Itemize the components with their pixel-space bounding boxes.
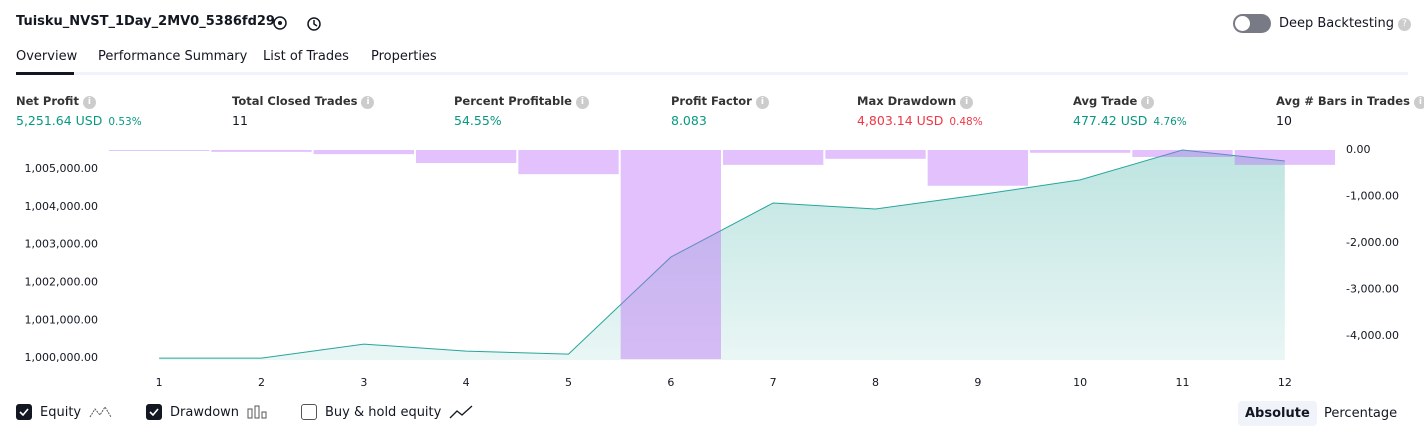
y-tick-label: 1,005,000.00 xyxy=(25,162,98,175)
y2-tick-label: -2,000.00 xyxy=(1346,236,1399,249)
metric-label-text: Net Profit xyxy=(16,94,79,108)
y-tick-label: 1,002,000.00 xyxy=(25,275,98,288)
tab[interactable]: List of Trades xyxy=(263,49,349,64)
metric-label-text: Max Drawdown xyxy=(857,94,957,108)
metric-value: 4,803.14 USD 0.48% xyxy=(857,113,983,128)
drawdown-bar xyxy=(1132,150,1233,157)
absolute-button[interactable]: Absolute xyxy=(1238,401,1317,426)
tab-divider xyxy=(16,72,1408,75)
x-tick-label: 9 xyxy=(974,376,981,389)
metric-label: Percent Profitable i xyxy=(454,94,589,109)
y-tick-label: 1,001,000.00 xyxy=(25,313,98,326)
percentage-button[interactable]: Percentage xyxy=(1324,406,1398,421)
x-tick-label: 3 xyxy=(360,376,367,389)
metric-percent: 4.76% xyxy=(1153,116,1187,128)
x-tick-label: 6 xyxy=(667,376,674,389)
deep-backtesting-label: Deep Backtesting? xyxy=(1279,16,1412,31)
tab[interactable]: Properties xyxy=(371,49,437,64)
metric-value: 8.083 xyxy=(671,113,707,128)
info-icon[interactable]: i xyxy=(960,96,974,109)
drawdown-bar xyxy=(927,150,1028,186)
metric-label: Profit Factor i xyxy=(671,94,769,109)
drawdown-bar xyxy=(416,150,517,164)
metric-label: Avg # Bars in Trades i xyxy=(1276,94,1424,109)
info-icon[interactable]: i xyxy=(755,96,769,109)
metric-value: 10 xyxy=(1276,113,1292,128)
x-tick-label: 11 xyxy=(1176,376,1190,389)
metric-percent: 0.53% xyxy=(108,116,142,128)
y-tick-label: 1,004,000.00 xyxy=(25,200,98,213)
x-tick-label: 4 xyxy=(463,376,470,389)
metric-label: Max Drawdown i xyxy=(857,94,974,109)
metric-value-text: 54.55% xyxy=(454,113,502,128)
drawdown-bar xyxy=(313,150,414,155)
info-icon[interactable]: i xyxy=(1141,96,1155,109)
info-icon[interactable]: i xyxy=(361,96,375,109)
strategy-title: Tuisku_NVST_1Day_2MV0_5386fd29 xyxy=(16,14,275,29)
tab[interactable]: Overview xyxy=(16,49,78,64)
x-tick-label: 7 xyxy=(770,376,777,389)
chart: 1,000,000.00 1,001,000.00 1,002,000.00 1,00… xyxy=(25,143,1399,389)
tab[interactable]: Performance Summary xyxy=(98,49,248,64)
metric-value-text: 477.42 USD xyxy=(1073,113,1148,128)
drawdown-bar xyxy=(825,150,926,159)
metric-label: Avg Trade i xyxy=(1073,94,1155,109)
metric-value-text: 5,251.64 USD xyxy=(16,113,103,128)
y-tick-label: 1,003,000.00 xyxy=(25,238,98,251)
equity-area xyxy=(159,150,1285,360)
x-tick-label: 5 xyxy=(565,376,572,389)
info-icon[interactable]: i xyxy=(82,96,96,109)
metric-label-text: Profit Factor xyxy=(671,94,752,108)
x-tick-label: 8 xyxy=(872,376,879,389)
info-icon[interactable]: i xyxy=(575,96,589,109)
metric-label-text: Total Closed Trades xyxy=(232,94,358,108)
y2-tick-label: -4,000.00 xyxy=(1346,329,1399,342)
metric-value-text: 11 xyxy=(232,113,248,128)
x-tick-label: 12 xyxy=(1278,376,1292,389)
metric-label-text: Avg # Bars in Trades xyxy=(1276,94,1410,108)
metric-label-text: Avg Trade xyxy=(1073,94,1138,108)
y2-tick-label: -1,000.00 xyxy=(1346,189,1399,202)
x-tick-label: 10 xyxy=(1073,376,1087,389)
drawdown-toggle[interactable]: Drawdown xyxy=(146,404,269,420)
drawdown-bar xyxy=(620,150,721,360)
metric-value-text: 8.083 xyxy=(671,113,707,128)
header-icons[interactable] xyxy=(271,14,331,34)
tab-underline xyxy=(16,72,74,75)
y2-tick-label: -3,000.00 xyxy=(1346,282,1399,295)
buy-hold-toggle[interactable]: Buy & hold equity xyxy=(301,404,473,420)
drawdown-bar xyxy=(1234,150,1335,165)
drawdown-bar xyxy=(518,150,619,175)
metric-value: 54.55% xyxy=(454,113,502,128)
metric-percent: 0.48% xyxy=(949,116,983,128)
drawdown-bar xyxy=(1030,150,1131,153)
y-tick-label: 1,000,000.00 xyxy=(25,351,98,364)
metric-value-text: 4,803.14 USD xyxy=(857,113,944,128)
equity-line xyxy=(159,149,1285,359)
metric-label-text: Percent Profitable xyxy=(454,94,572,108)
toggle-switch[interactable] xyxy=(1233,14,1271,33)
x-tick-label: 1 xyxy=(156,376,163,389)
metric-value-text: 10 xyxy=(1276,113,1292,128)
x-tick-label: 2 xyxy=(258,376,265,389)
drawdown-bar xyxy=(211,150,312,152)
metric-label: Total Closed Trades i xyxy=(232,94,375,109)
metric-value: 11 xyxy=(232,113,248,128)
info-icon[interactable]: i xyxy=(1413,96,1424,109)
equity-toggle[interactable]: Equity xyxy=(16,404,113,420)
drawdown-bar xyxy=(109,150,210,151)
metric-value: 477.42 USD 4.76% xyxy=(1073,113,1187,128)
y2-tick-label: 0.00 xyxy=(1346,143,1371,156)
metric-label: Net Profit i xyxy=(16,94,96,109)
metric-value: 5,251.64 USD 0.53% xyxy=(16,113,142,128)
drawdown-bar xyxy=(723,150,824,165)
